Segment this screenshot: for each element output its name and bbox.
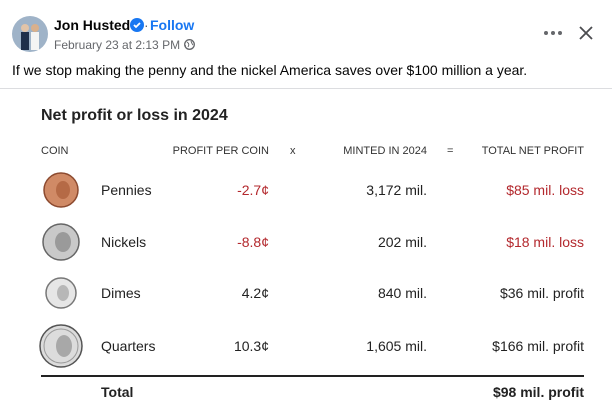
column-header: TOTAL NET PROFIT xyxy=(481,145,584,157)
globe-icon xyxy=(184,39,195,50)
coin-name: Quarters xyxy=(101,338,156,354)
post-text: If we stop making the penny and the nick… xyxy=(12,62,528,78)
total-net-profit: $166 mil. profit xyxy=(492,338,584,354)
profit-per-coin: -8.8¢ xyxy=(237,234,269,250)
post-image[interactable] xyxy=(0,88,612,413)
minted: 1,605 mil. xyxy=(366,338,427,354)
total-value: $98 mil. profit xyxy=(492,384,584,400)
coin-name: Dimes xyxy=(101,285,141,301)
column-header: = xyxy=(447,145,454,157)
avatar[interactable] xyxy=(12,16,48,52)
verified-badge xyxy=(130,18,144,32)
total-net-profit: $36 mil. profit xyxy=(499,285,584,301)
coin-name: Pennies xyxy=(101,182,152,198)
author[interactable]: Jon Husted xyxy=(54,17,131,33)
column-header: COIN xyxy=(41,145,69,157)
post-date[interactable]: February 23 at 2:13 PM · xyxy=(54,38,188,52)
separator: · xyxy=(144,17,149,33)
table-title: Net profit or loss in 2024 xyxy=(41,107,228,124)
profit-per-coin: 10.3¢ xyxy=(233,338,269,354)
minted: 3,172 mil. xyxy=(366,182,427,198)
minted: 202 mil. xyxy=(377,234,427,250)
more-button[interactable] xyxy=(543,28,563,38)
column-header: PROFIT PER COIN xyxy=(172,145,269,157)
column-header: MINTED IN 2024 xyxy=(343,145,427,157)
profit-per-coin: 4.2¢ xyxy=(241,285,269,301)
coin-icons xyxy=(39,172,584,377)
profit-per-coin: -2.7¢ xyxy=(237,182,269,198)
coin-name: Nickels xyxy=(101,234,147,250)
column-header: x xyxy=(290,145,296,157)
date-text[interactable]: February 23 at 2:13 PM xyxy=(54,38,181,52)
total-net-profit: $85 mil. loss xyxy=(506,182,584,198)
close-button[interactable] xyxy=(578,25,594,41)
total-label: Total xyxy=(101,384,134,400)
minted: 840 mil. xyxy=(377,285,427,301)
follow-button[interactable]: Follow xyxy=(150,17,195,33)
total-net-profit: $18 mil. loss xyxy=(506,234,584,250)
